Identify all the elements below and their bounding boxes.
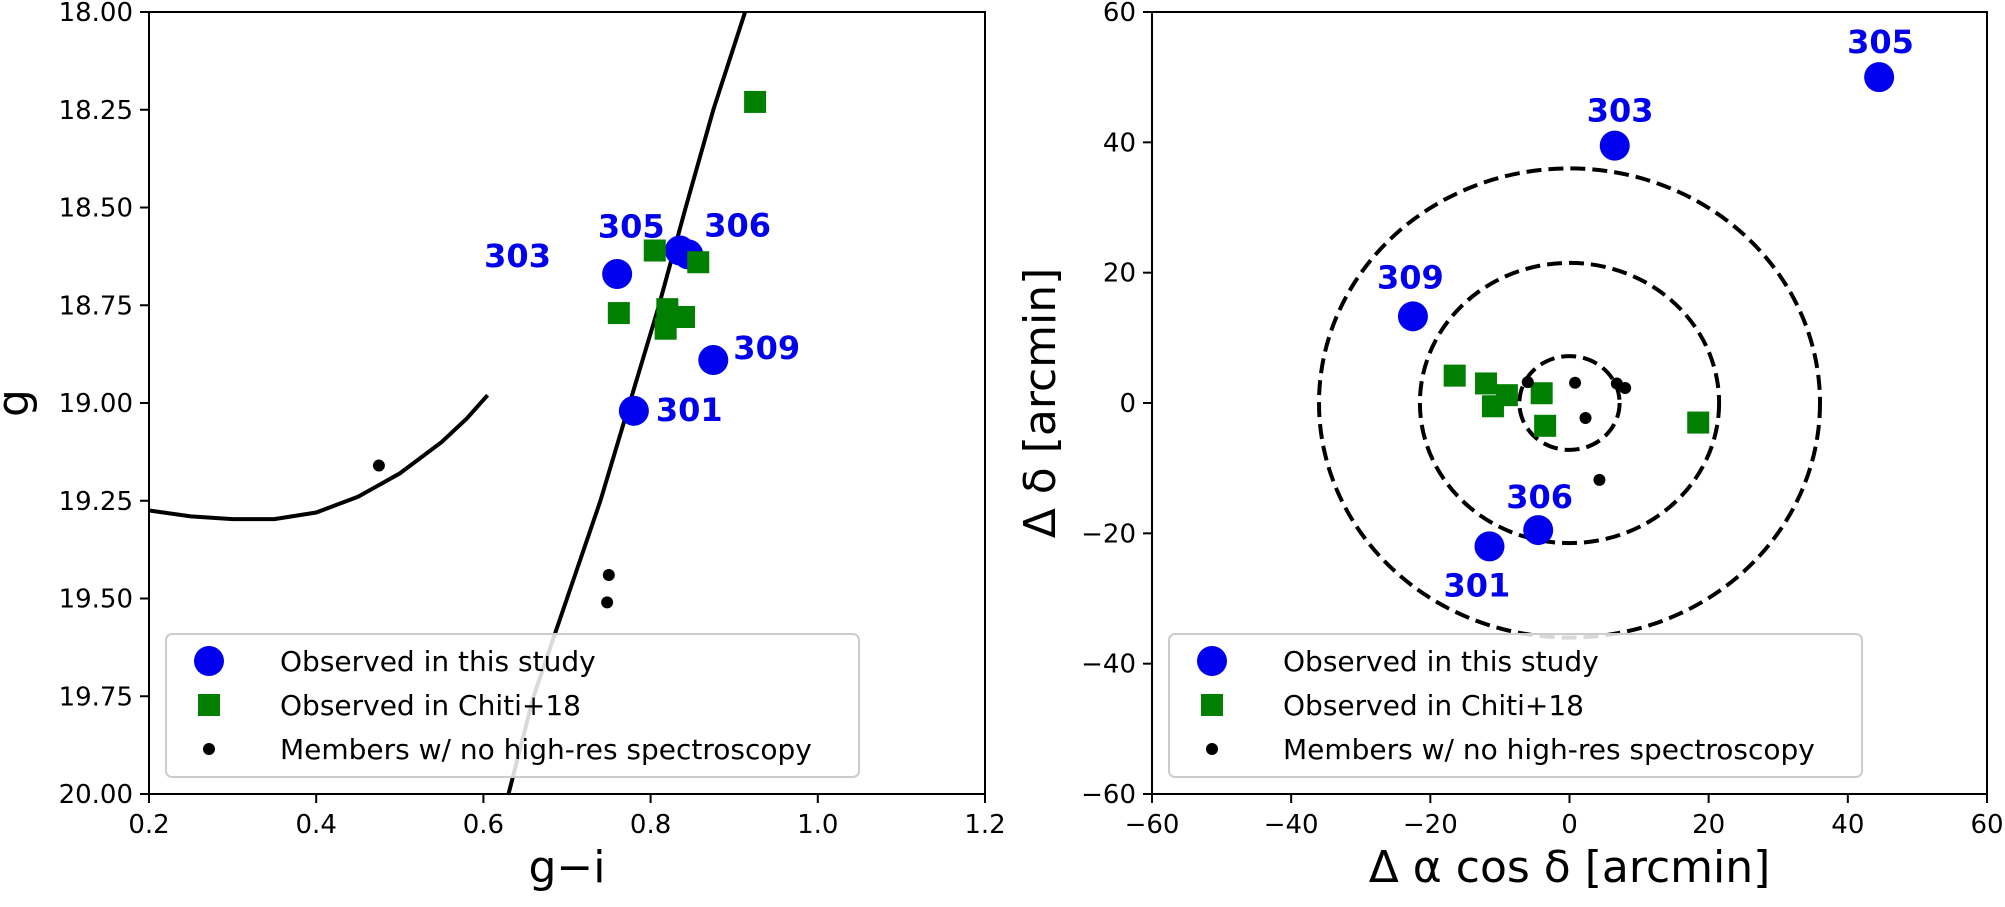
chiti-star-marker [656,298,679,321]
observed-star-marker [618,395,649,426]
star-id-label: 301 [1443,566,1510,604]
star-id-label: 306 [704,206,771,244]
legend: Observed in this study Observed in Chiti+… [165,633,860,778]
x-tick-label: 20 [1692,810,1725,840]
member-star-marker [1569,376,1582,389]
x-axis-label: Δ α cos δ [arcmin] [1369,842,1771,893]
chiti-star-marker [654,317,677,340]
legend-marker-dot [1206,743,1218,755]
x-tick-label: 1.0 [797,810,838,840]
member-star-marker [1619,382,1632,395]
legend-marker-square [198,694,220,716]
y-tick-label: 18.00 [59,0,133,28]
x-tick-label: −60 [1125,810,1180,840]
star-id-label: 309 [1377,258,1444,296]
y-tick-label: 20.00 [59,780,133,810]
observed-star-marker [1474,531,1505,562]
y-axis-label: Δ δ [arcmin] [1015,268,1066,539]
y-tick-label: 19.75 [59,682,133,712]
legend-marker-circle [194,646,224,676]
chiti-star-marker [1687,411,1710,434]
x-tick-label: 0 [1561,810,1578,840]
y-tick-label: 19.50 [59,585,133,615]
star-id-label: 303 [484,237,551,275]
y-tick-label: 18.50 [59,194,133,224]
legend: Observed in this study Observed in Chiti+… [1168,633,1863,778]
y-tick-label: 60 [1103,0,1136,28]
plot-area [149,12,767,794]
star-id-label: 303 [1587,92,1654,130]
observed-star-marker [1397,301,1428,332]
chiti-star-marker [673,305,696,328]
member-star-marker [372,459,385,472]
x-tick-label: 1.2 [964,810,1005,840]
chiti-star-marker [687,251,710,274]
legend-marker-square [1201,694,1223,716]
member-star-marker [602,569,615,582]
x-axis-label: g−i [528,842,605,893]
y-tick-label: 20 [1103,259,1136,289]
plot-area [1317,62,1895,640]
y-tick-label: −40 [1081,650,1136,680]
x-tick-label: 0.8 [630,810,671,840]
x-tick-label: 0.6 [463,810,504,840]
observed-star-marker [602,258,633,289]
observed-star-marker [1599,130,1630,161]
legend-label: Observed in this study [280,645,596,678]
x-tick-label: 60 [1970,810,2003,840]
member-star-marker [601,596,614,609]
y-tick-label: −60 [1081,780,1136,810]
x-tick-label: 0.2 [128,810,169,840]
star-id-label: 309 [733,329,800,367]
chiti-star-marker [1530,382,1553,405]
star-id-label: 305 [598,208,665,246]
member-star-marker [1521,376,1534,389]
star-id-label: 305 [1847,23,1914,61]
radius-circle-3 [1317,166,1822,640]
observed-star-marker [1864,62,1895,93]
y-tick-label: 18.75 [59,291,133,321]
legend-label: Members w/ no high-res spectroscopy [280,733,812,766]
chiti-star-marker [1475,372,1497,395]
radius-circle-1 [1517,354,1622,452]
y-tick-label: 40 [1103,128,1136,158]
x-tick-label: 0.4 [296,810,337,840]
legend-label: Observed in Chiti+18 [280,689,581,722]
legend-box [165,633,860,778]
observed-star-marker [1523,515,1554,546]
chart-panel-1: 0.2 0.4 0.6 0.8 1.0 1.2 18.00 18.25 18.50 18.75 19… [0,0,1006,893]
legend-label: Observed in this study [1283,645,1599,678]
legend-marker-circle [1197,646,1227,676]
y-tick-label: 19.00 [59,389,133,419]
x-tick-label: −20 [1403,810,1458,840]
y-tick-label: 19.25 [59,487,133,517]
chiti-star-marker [607,302,630,325]
legend-marker-dot [203,743,215,755]
radius-circle-2 [1417,260,1722,546]
legend-label: Observed in Chiti+18 [1283,689,1584,722]
chart-panel-2: −60 −40 −20 0 20 40 60 −60 −40 −20 0 20 40 60 Δ α cos … [1015,0,2004,893]
chiti-star-marker [643,239,666,262]
x-tick-label: 40 [1831,810,1864,840]
chiti-star-marker [744,90,767,113]
y-tick-label: 0 [1119,389,1136,419]
y-tick-label: −20 [1081,519,1136,549]
member-star-marker [1593,473,1606,486]
legend-box [1168,633,1863,778]
observed-star-marker [698,344,729,375]
y-axis-label: g [0,389,39,417]
x-tick-label: −40 [1264,810,1319,840]
star-id-label: 301 [656,391,723,429]
legend-label: Members w/ no high-res spectroscopy [1283,733,1815,766]
isochrone-hb-line [149,393,490,522]
chiti-star-marker [1534,414,1557,437]
chiti-star-marker [1481,395,1504,418]
chiti-star-marker [1443,364,1466,387]
member-star-marker [1579,411,1592,424]
y-tick-label: 18.25 [59,96,133,126]
star-id-label: 306 [1506,478,1573,516]
